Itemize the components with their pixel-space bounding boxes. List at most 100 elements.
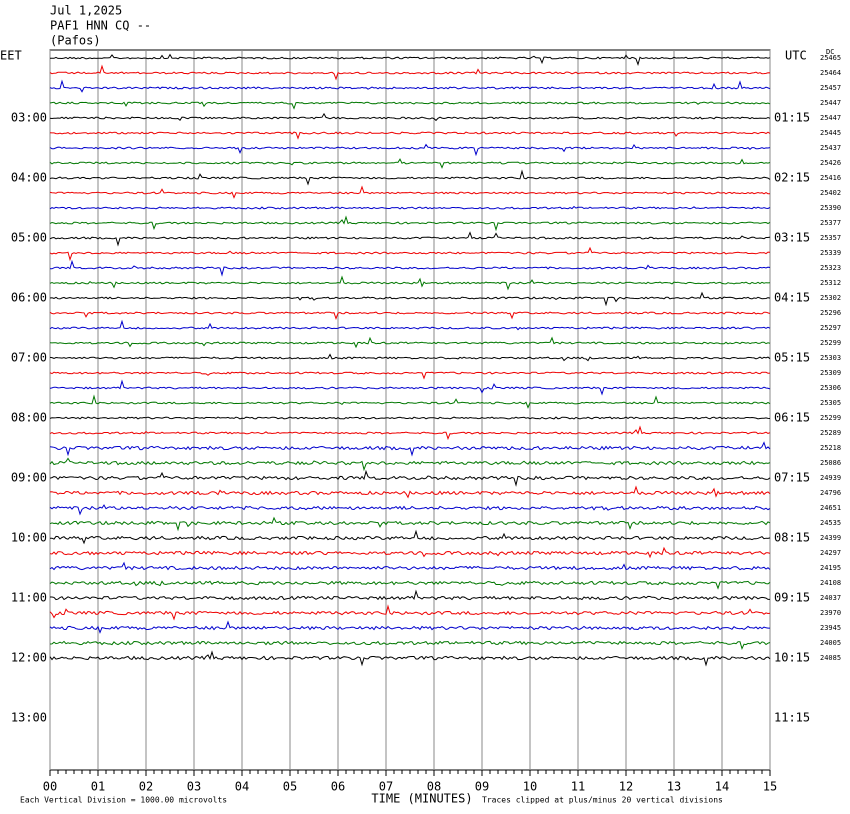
trace xyxy=(49,101,771,110)
trace xyxy=(49,425,771,441)
trace xyxy=(49,620,770,634)
right-tick-label: 08:15 xyxy=(774,531,810,545)
dc-value: 23945 xyxy=(820,624,841,632)
dc-value: 24195 xyxy=(820,564,841,572)
trace xyxy=(49,64,771,81)
dc-value: 24085 xyxy=(820,654,841,662)
right-axis-label: UTC xyxy=(785,49,807,63)
x-tick-label: 15 xyxy=(763,780,777,794)
x-tick-label: 14 xyxy=(715,780,729,794)
right-tick-label: 06:15 xyxy=(774,411,810,425)
dc-value: 25357 xyxy=(820,234,841,242)
x-tick-label: 13 xyxy=(667,780,681,794)
right-tick-label: 10:15 xyxy=(774,651,810,665)
trace xyxy=(50,589,770,601)
dc-value: 24108 xyxy=(820,579,841,587)
left-axis-label: EET xyxy=(0,49,22,63)
trace xyxy=(49,53,771,67)
dc-value: 25309 xyxy=(820,369,841,377)
trace xyxy=(49,143,771,157)
left-tick-label: 08:00 xyxy=(11,411,47,425)
dc-value: 25299 xyxy=(820,339,841,347)
trace xyxy=(49,457,771,472)
dc-value: 25447 xyxy=(820,99,841,107)
dc-value: 25289 xyxy=(820,429,841,437)
dc-value: 25086 xyxy=(820,459,841,467)
trace xyxy=(49,441,771,457)
dc-value: 25297 xyxy=(820,324,841,332)
trace xyxy=(49,246,771,262)
dc-value: 24005 xyxy=(820,639,841,647)
trace xyxy=(49,640,771,651)
dc-value: 25303 xyxy=(820,354,841,362)
dc-value: 25465 xyxy=(820,54,841,62)
date: Jul 1,2025 xyxy=(50,4,122,18)
dc-label: DC xyxy=(826,48,834,56)
trace xyxy=(49,205,771,210)
clip-note: Traces clipped at plus/minus 20 vertical… xyxy=(482,796,723,805)
dc-value: 24939 xyxy=(820,474,841,482)
dc-value: 24535 xyxy=(820,519,841,527)
dc-value: 25416 xyxy=(820,174,841,182)
right-tick-label: 04:15 xyxy=(774,291,810,305)
trace xyxy=(49,546,771,559)
x-tick-label: 08 xyxy=(427,780,441,794)
right-tick-label: 11:15 xyxy=(774,711,810,725)
x-tick-label: 02 xyxy=(139,780,153,794)
left-tick-label: 12:00 xyxy=(11,651,47,665)
trace xyxy=(49,416,771,420)
right-tick-label: 01:15 xyxy=(774,111,810,125)
trace xyxy=(49,353,771,362)
trace xyxy=(49,158,771,169)
left-tick-label: 11:00 xyxy=(11,591,47,605)
trace xyxy=(49,185,770,199)
right-tick-label: 09:15 xyxy=(774,591,810,605)
dc-value: 25464 xyxy=(820,69,841,77)
trace xyxy=(49,169,771,186)
scale-note: Each Vertical Division = 1000.00 microvo… xyxy=(20,796,227,805)
right-tick-label: 07:15 xyxy=(774,471,810,485)
dc-value: 25447 xyxy=(820,114,841,122)
trace xyxy=(49,516,771,532)
trace xyxy=(49,79,771,93)
trace xyxy=(49,580,771,590)
x-tick-label: 03 xyxy=(187,780,201,794)
x-tick-label: 06 xyxy=(331,780,345,794)
dc-value: 24037 xyxy=(820,594,841,602)
dc-value: 25445 xyxy=(820,129,841,137)
trace xyxy=(49,319,771,331)
trace xyxy=(49,469,771,487)
x-axis-title: TIME (MINUTES) xyxy=(371,792,472,806)
trace xyxy=(49,231,771,247)
x-tick-label: 01 xyxy=(91,780,105,794)
dc-value: 24796 xyxy=(820,489,841,497)
dc-value: 24399 xyxy=(820,534,841,542)
trace xyxy=(49,291,771,307)
dc-value: 25426 xyxy=(820,159,841,167)
trace xyxy=(49,311,771,320)
dc-value: 25323 xyxy=(820,264,841,272)
dc-value: 25457 xyxy=(820,84,841,92)
dc-value: 24297 xyxy=(820,549,841,557)
trace xyxy=(49,112,771,122)
x-tick-label: 09 xyxy=(475,780,489,794)
trace xyxy=(49,650,771,667)
trace xyxy=(49,131,771,140)
trace xyxy=(49,336,771,349)
dc-value: 25305 xyxy=(820,399,841,407)
x-tick-label: 04 xyxy=(235,780,249,794)
x-tick-label: 07 xyxy=(379,780,393,794)
location: (Pafos) xyxy=(50,34,101,48)
dc-value: 25302 xyxy=(820,294,841,302)
trace xyxy=(49,275,771,291)
dc-value: 25390 xyxy=(820,204,841,212)
dc-value: 25218 xyxy=(820,444,841,452)
x-tick-label: 10 xyxy=(523,780,537,794)
right-tick-label: 02:15 xyxy=(774,171,810,185)
station: PAF1 HNN CQ -- xyxy=(50,19,151,33)
plot-frame xyxy=(49,49,771,771)
dc-value: 25402 xyxy=(820,189,841,197)
left-tick-label: 03:00 xyxy=(11,111,47,125)
